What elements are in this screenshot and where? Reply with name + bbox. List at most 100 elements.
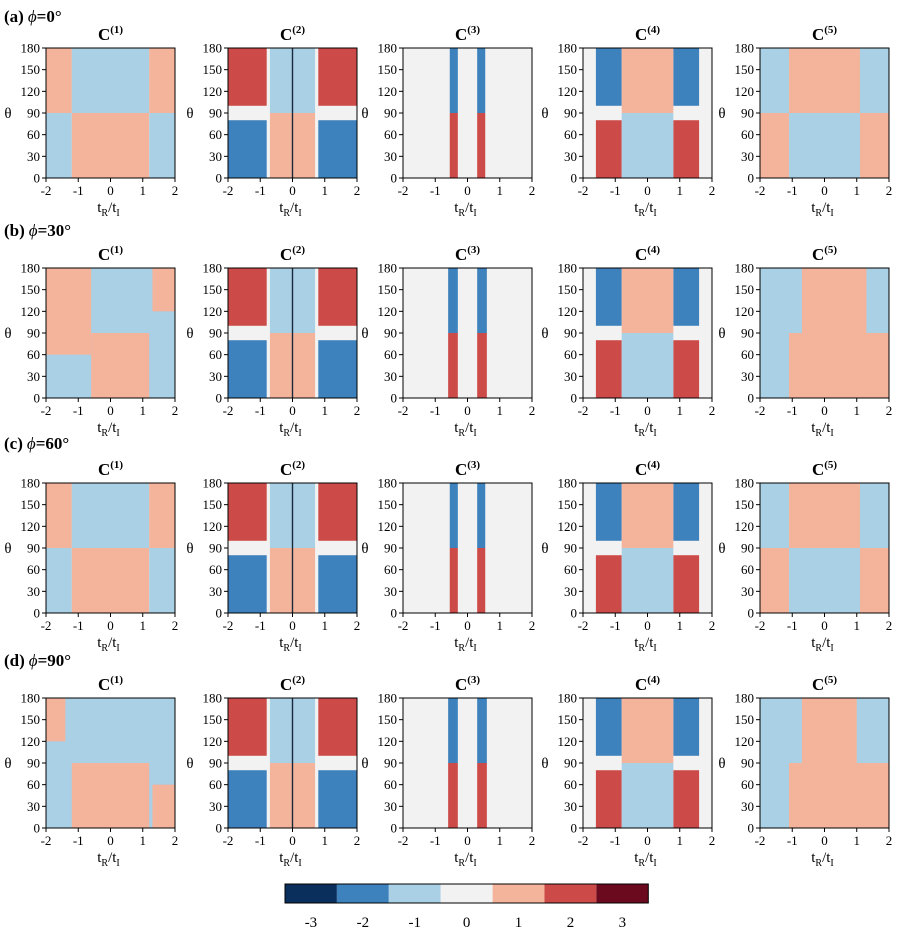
colorbar-swatch: [492, 884, 545, 903]
y-tick-label: 0: [391, 821, 398, 836]
x-axis-label: tR/tI: [811, 420, 834, 439]
panel-title-main: C: [455, 245, 467, 264]
heatmap-region: [859, 113, 889, 178]
phi-value: =0°: [37, 7, 62, 26]
x-label-sub-i: I: [298, 208, 301, 219]
y-tick-label: 180: [378, 476, 398, 491]
heatmap-region: [448, 698, 458, 763]
x-label-sub-i: I: [473, 643, 476, 654]
x-tick-label: 1: [677, 183, 684, 198]
x-tick-label: -2: [755, 183, 766, 198]
x-tick-label: -1: [787, 833, 798, 848]
y-tick-label: 90: [209, 106, 222, 121]
x-label-sub-r: R: [283, 428, 290, 439]
x-label-sub-r: R: [283, 643, 290, 654]
y-tick-label: 30: [209, 584, 222, 599]
heatmap-region: [477, 333, 487, 398]
panel-title-superscript: (2): [292, 674, 305, 686]
y-tick-label: 150: [735, 62, 755, 77]
x-axis-label: tR/tI: [634, 200, 657, 219]
x-label-t: t: [454, 420, 459, 436]
y-tick-label: 90: [384, 326, 397, 341]
heatmap-region: [595, 483, 622, 541]
y-tick-label: 60: [564, 127, 577, 142]
x-label-sub-r: R: [283, 208, 290, 219]
x-label-sub-i: I: [298, 858, 301, 869]
panel-d-c2: 0 30 60 90 120 150 180 -2 -1 0 1 2 C(2) θ tR/tI: [186, 674, 360, 869]
y-tick-label: 150: [558, 712, 578, 727]
y-tick-label: 90: [209, 541, 222, 556]
x-label-div: /t: [645, 200, 654, 216]
x-tick-label: 2: [172, 618, 179, 633]
x-tick-label: 0: [289, 833, 296, 848]
panel-title-main: C: [280, 25, 292, 44]
panel-title-superscript: (1): [110, 244, 123, 256]
heatmap-region: [228, 48, 267, 106]
panel-title: C(5): [812, 24, 837, 44]
panel-b-c4: 0 30 60 90 120 150 180 -2 -1 0 1 2 C(4) θ tR/tI: [541, 244, 715, 439]
heatmap-region: [149, 48, 175, 113]
x-tick-label: 1: [140, 403, 147, 418]
x-label-div: /t: [108, 420, 117, 436]
x-label-t: t: [634, 420, 639, 436]
x-tick-label: 0: [107, 833, 114, 848]
heatmap-region: [46, 113, 72, 178]
y-axis-label: θ: [361, 106, 368, 122]
x-tick-label: -1: [255, 403, 266, 418]
y-tick-label: 180: [203, 691, 223, 706]
x-tick-label: -2: [398, 183, 409, 198]
panel-title-main: C: [280, 245, 292, 264]
y-tick-label: 120: [558, 84, 578, 99]
x-tick-label: 0: [464, 618, 471, 633]
x-tick-label: 1: [322, 618, 329, 633]
heatmap-region: [789, 548, 860, 613]
y-tick-label: 150: [203, 62, 223, 77]
x-label-t: t: [97, 420, 102, 436]
panel-b-c5: 0 30 60 90 120 150 180 -2 -1 0 1 2 C(5) θ tR/tI: [718, 244, 892, 439]
heatmap-region: [228, 555, 267, 613]
x-tick-label: 0: [821, 833, 828, 848]
y-tick-label: 150: [735, 497, 755, 512]
x-tick-label: 1: [854, 403, 861, 418]
y-axis-label: θ: [361, 326, 368, 342]
x-label-sub-i: I: [116, 208, 119, 219]
y-tick-label: 120: [735, 84, 755, 99]
x-tick-label: 1: [677, 618, 684, 633]
heatmap-region: [673, 120, 700, 178]
heatmap-region: [859, 548, 889, 613]
heatmap-region: [152, 268, 175, 312]
panel-a-c3: 0 30 60 90 120 150 180 -2 -1 0 1 2 C(3) θ tR/tI: [361, 24, 535, 219]
y-tick-label: 30: [384, 149, 397, 164]
x-label-t: t: [634, 635, 639, 651]
heatmap-region: [789, 333, 889, 398]
heatmap-region: [318, 698, 357, 756]
panel-d-c5: 0 30 60 90 120 150 180 -2 -1 0 1 2 C(5) θ tR/tI: [718, 674, 892, 869]
y-tick-label: 90: [564, 106, 577, 121]
x-tick-label: 0: [821, 183, 828, 198]
y-tick-label: 60: [27, 777, 40, 792]
panel-c-c4: 0 30 60 90 120 150 180 -2 -1 0 1 2 C(4) θ tR/tI: [541, 459, 715, 654]
y-tick-label: 0: [391, 171, 398, 186]
heatmap-background: [403, 268, 532, 398]
row-label-a: (a) ϕ=0°: [4, 7, 62, 26]
panel-title-superscript: (1): [110, 674, 123, 686]
x-label-sub-i: I: [473, 428, 476, 439]
y-tick-label: 120: [558, 734, 578, 749]
heatmap-region: [149, 113, 175, 178]
heatmap-background: [403, 48, 532, 178]
heatmap-region: [760, 48, 790, 113]
x-label-div: /t: [645, 420, 654, 436]
x-tick-label: 0: [464, 403, 471, 418]
x-tick-label: 1: [677, 833, 684, 848]
y-tick-label: 90: [564, 756, 577, 771]
heatmap-region: [318, 48, 357, 106]
x-label-t: t: [97, 200, 102, 216]
y-tick-label: 0: [391, 391, 398, 406]
y-tick-label: 120: [735, 734, 755, 749]
y-tick-label: 0: [216, 171, 223, 186]
heatmap-region: [46, 483, 72, 548]
x-tick-label: 1: [854, 618, 861, 633]
x-label-sub-i: I: [298, 643, 301, 654]
x-label-div: /t: [290, 200, 299, 216]
